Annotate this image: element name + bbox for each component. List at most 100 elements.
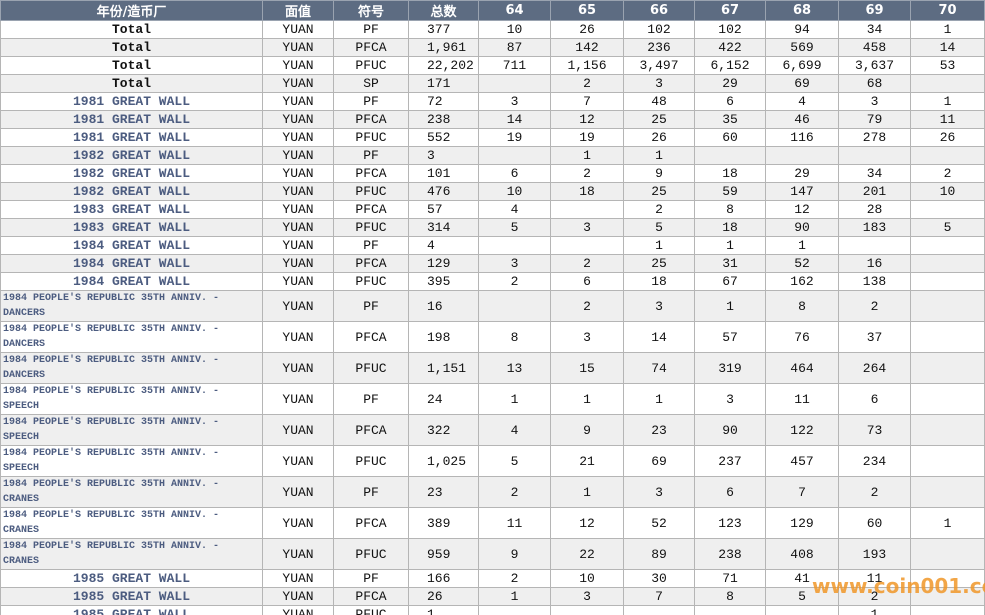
- cell: 18: [694, 164, 766, 183]
- cell: PFUC: [333, 128, 409, 147]
- table-row: 1981 GREAT WALL YUAN PF 72 3 7 48 6 4 3 1: [0, 92, 985, 111]
- cell: 3: [623, 476, 695, 508]
- cell: 1,151: [408, 352, 479, 384]
- cell: 102: [623, 20, 695, 39]
- cell: PF: [333, 236, 409, 255]
- cell: 52: [765, 254, 839, 273]
- name-cell: 1984 PEOPLE'S REPUBLIC 35TH ANNIV. - CRA…: [0, 476, 263, 508]
- cell: 60: [838, 507, 911, 539]
- table-row: 1982 GREAT WALL YUAN PFUC 476 10 18 25 59 147 201…: [0, 182, 985, 201]
- cell: 29: [765, 164, 839, 183]
- cell: 24: [408, 383, 479, 415]
- cell: 101: [408, 164, 479, 183]
- cell: 1: [623, 146, 695, 165]
- cell: 8: [765, 290, 839, 322]
- header-cell: 64: [478, 0, 551, 21]
- cell: 87: [478, 38, 551, 57]
- cell: 8: [694, 587, 766, 606]
- cell: 18: [623, 272, 695, 291]
- name-cell: 1984 PEOPLE'S REPUBLIC 35TH ANNIV. - DAN…: [0, 321, 263, 353]
- cell: [910, 414, 985, 446]
- cell: 4: [765, 92, 839, 111]
- cell: 1: [910, 507, 985, 539]
- cell: 711: [478, 56, 551, 75]
- cell: 25: [623, 254, 695, 273]
- name-cell: 1984 PEOPLE'S REPUBLIC 35TH ANNIV. - SPE…: [0, 383, 263, 415]
- cell: 569: [765, 38, 839, 57]
- cell: 59: [694, 182, 766, 201]
- cell: PFUC: [333, 605, 409, 615]
- name-cell: 1984 PEOPLE'S REPUBLIC 35TH ANNIV. - SPE…: [0, 445, 263, 477]
- cell: 12: [550, 110, 624, 129]
- cell: 3: [550, 587, 624, 606]
- header-cell: 总数: [408, 0, 479, 21]
- cell: 422: [694, 38, 766, 57]
- header-cell: 年份/造币厂: [0, 0, 263, 21]
- name-cell: 1984 PEOPLE'S REPUBLIC 35TH ANNIV. - CRA…: [0, 507, 263, 539]
- table-row: 1981 GREAT WALL YUAN PFUC 552 19 19 26 60 116 278…: [0, 128, 985, 147]
- cell: 552: [408, 128, 479, 147]
- table-row: 1982 GREAT WALL YUAN PFCA 101 6 2 9 18 29 34 2: [0, 164, 985, 183]
- table-row: 1984 PEOPLE'S REPUBLIC 35TH ANNIV. - SPE…: [0, 445, 985, 477]
- cell: 34: [838, 20, 911, 39]
- cell: YUAN: [262, 321, 334, 353]
- table-row: 1984 PEOPLE'S REPUBLIC 35TH ANNIV. - SPE…: [0, 414, 985, 446]
- cell: 76: [765, 321, 839, 353]
- cell: 123: [694, 507, 766, 539]
- cell: 12: [765, 200, 839, 219]
- cell: [910, 476, 985, 508]
- cell: 18: [550, 182, 624, 201]
- cell: 10: [478, 20, 551, 39]
- cell: 19: [478, 128, 551, 147]
- cell: PFCA: [333, 321, 409, 353]
- cell: [910, 200, 985, 219]
- cell: [910, 290, 985, 322]
- name-cell: 1985 GREAT WALL: [0, 569, 263, 588]
- cell: [910, 383, 985, 415]
- table-row: 1985 GREAT WALL YUAN PFUC 1 1: [0, 605, 985, 615]
- cell: PFCA: [333, 587, 409, 606]
- header-row: 年份/造币厂 面值 符号 总数 64 65 66 67 68 69 70: [0, 0, 985, 21]
- cell: 9: [478, 538, 551, 570]
- cell: 6: [838, 383, 911, 415]
- cell: 408: [765, 538, 839, 570]
- cell: 116: [765, 128, 839, 147]
- cell: 389: [408, 507, 479, 539]
- name-cell: Total: [0, 20, 263, 39]
- cell: 278: [838, 128, 911, 147]
- cell: 183: [838, 218, 911, 237]
- cell: YUAN: [262, 56, 334, 75]
- cell: SP: [333, 74, 409, 93]
- cell: 3: [694, 383, 766, 415]
- cell: 5: [623, 218, 695, 237]
- cell: YUAN: [262, 200, 334, 219]
- cell: 2: [910, 164, 985, 183]
- cell: YUAN: [262, 383, 334, 415]
- name-cell: Total: [0, 38, 263, 57]
- cell: YUAN: [262, 236, 334, 255]
- cell: 68: [838, 74, 911, 93]
- cell: YUAN: [262, 352, 334, 384]
- cell: 57: [408, 200, 479, 219]
- table-row: 1984 PEOPLE'S REPUBLIC 35TH ANNIV. - CRA…: [0, 538, 985, 570]
- cell: 14: [910, 38, 985, 57]
- table-row: Total YUAN PF 377 10 26 102 102 94 34 1: [0, 20, 985, 39]
- cell: 3,637: [838, 56, 911, 75]
- cell: 138: [838, 272, 911, 291]
- header-cell: 69: [838, 0, 911, 21]
- cell: [694, 605, 766, 615]
- cell: YUAN: [262, 164, 334, 183]
- cell: 34: [838, 164, 911, 183]
- table-row: Total YUAN SP 171 2 3 29 69 68: [0, 74, 985, 93]
- cell: 1: [550, 383, 624, 415]
- cell: 10: [550, 569, 624, 588]
- table-row: 1984 PEOPLE'S REPUBLIC 35TH ANNIV. - DAN…: [0, 321, 985, 353]
- cell: [910, 254, 985, 273]
- cell: PFCA: [333, 507, 409, 539]
- cell: 322: [408, 414, 479, 446]
- table-row: 1984 GREAT WALL YUAN PFUC 395 2 6 18 67 162 138: [0, 272, 985, 291]
- cell: 464: [765, 352, 839, 384]
- name-cell: Total: [0, 56, 263, 75]
- cell: 238: [408, 110, 479, 129]
